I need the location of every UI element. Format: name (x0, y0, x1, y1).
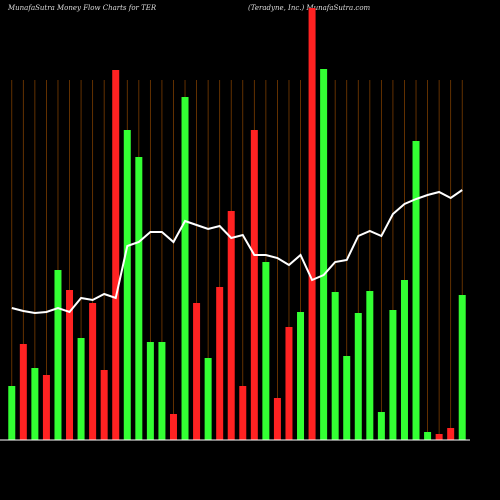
bar (389, 310, 397, 440)
bar (447, 428, 455, 440)
bar (227, 211, 235, 440)
bar (458, 295, 466, 440)
bar (377, 412, 385, 440)
bar (262, 262, 270, 440)
bar (343, 356, 351, 440)
bar (77, 338, 85, 440)
bar (31, 368, 39, 440)
bar (54, 270, 62, 440)
bar (123, 130, 131, 440)
chart-title: MunafaSutra Money Flow Charts for TER (7, 4, 157, 12)
bar (412, 141, 420, 440)
bar (400, 280, 408, 440)
bar (193, 303, 201, 440)
bar (216, 287, 224, 440)
bar (135, 157, 143, 440)
bar (8, 386, 16, 440)
bar (366, 291, 374, 440)
money-flow-line (11, 189, 463, 315)
bar (435, 434, 443, 440)
bar (146, 342, 154, 440)
bar (204, 358, 212, 440)
bar (320, 69, 328, 440)
bar (66, 290, 74, 440)
bar (100, 370, 108, 440)
bar (19, 344, 27, 440)
bar (158, 342, 166, 440)
bar (239, 386, 247, 440)
bar (354, 313, 362, 440)
bar (250, 130, 258, 440)
bar (112, 70, 120, 440)
bar (297, 312, 305, 440)
bar (424, 432, 432, 440)
bar (181, 97, 189, 440)
bar (331, 292, 339, 440)
bar (42, 375, 50, 440)
bar (273, 398, 281, 440)
bar (285, 327, 293, 440)
bar (169, 414, 177, 440)
bar (308, 8, 316, 440)
bar (89, 303, 97, 440)
